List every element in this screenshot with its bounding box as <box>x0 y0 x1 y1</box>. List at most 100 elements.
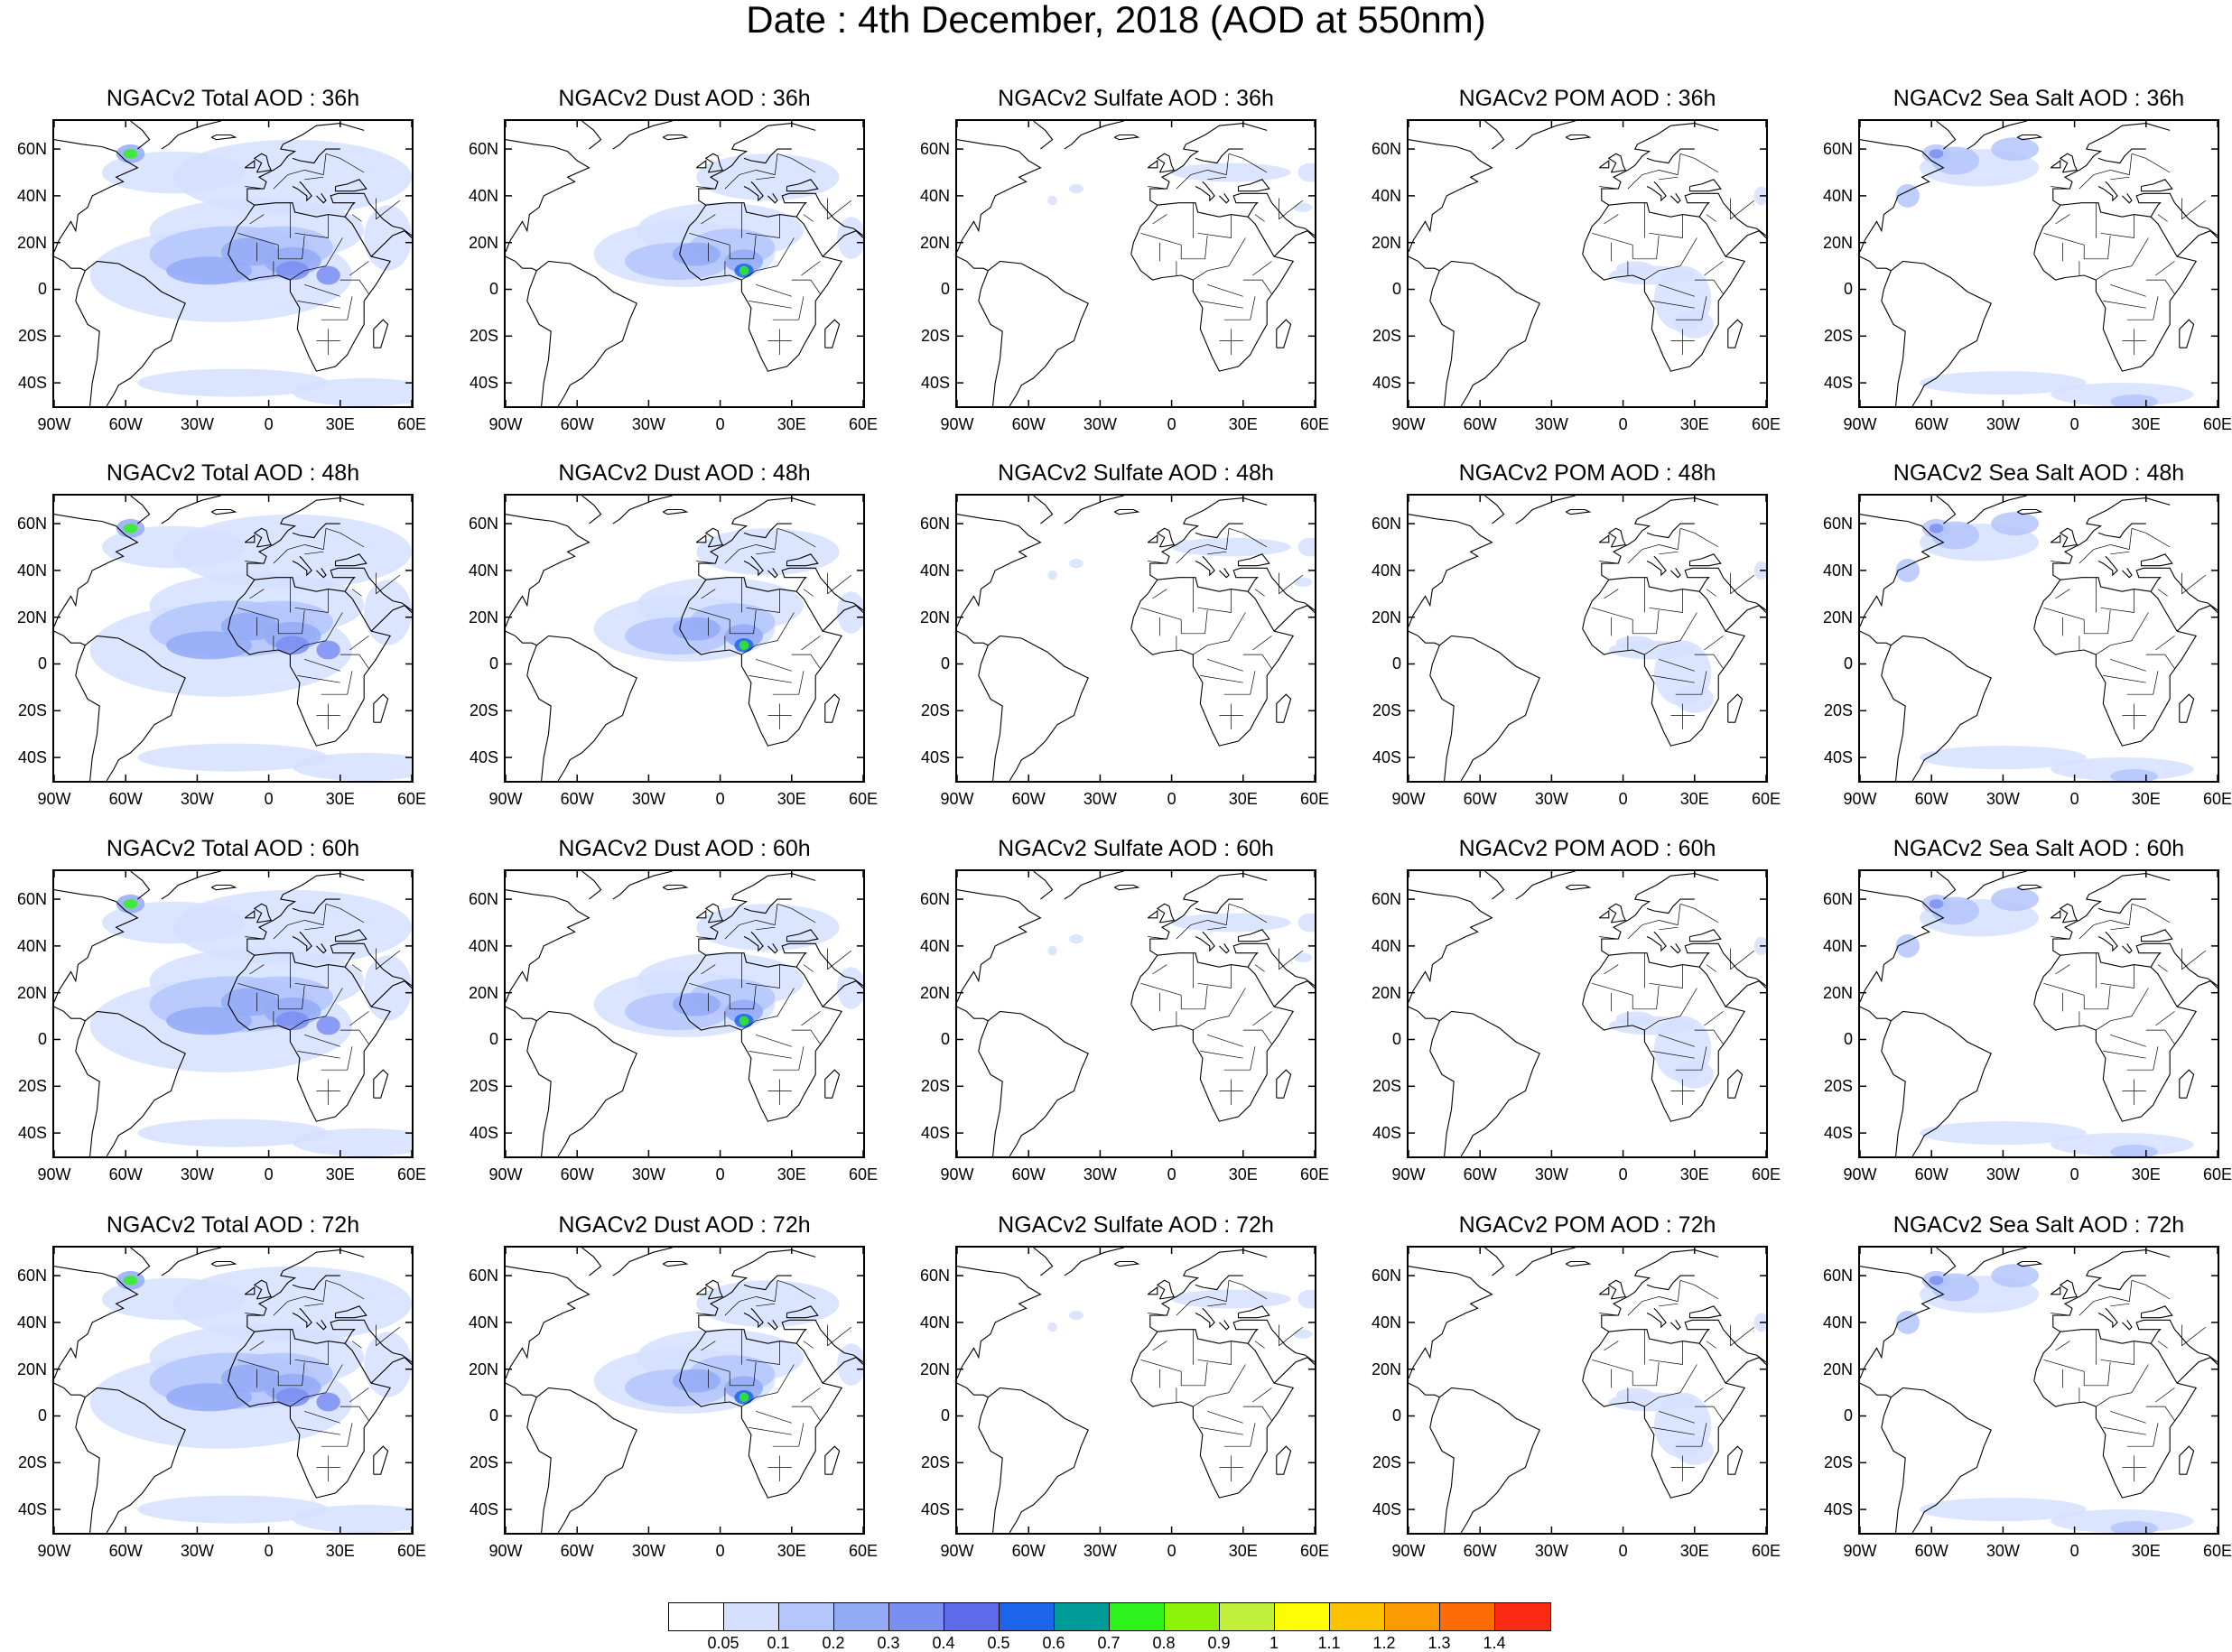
lat-tick-label: 40N <box>468 936 498 955</box>
coastline <box>75 270 100 406</box>
country-border <box>290 1020 305 1031</box>
lon-tick-label: 0 <box>1618 790 1628 808</box>
lon-tick-label: 60W <box>560 1165 594 1183</box>
lon-tick-label: 90W <box>488 1165 523 1183</box>
country-border <box>2128 904 2133 925</box>
country-border <box>2110 551 2130 555</box>
coastline <box>1646 1307 1667 1329</box>
country-border <box>1200 675 1243 683</box>
coastline <box>1409 1382 1440 1398</box>
country-border <box>1659 1410 1695 1424</box>
country-border <box>1190 1296 1208 1302</box>
aod-plume <box>293 1505 412 1533</box>
coastline <box>334 179 367 192</box>
lat-tick-label: 0 <box>1391 1030 1401 1049</box>
coastline <box>1936 121 1957 150</box>
country-border <box>2131 1364 2149 1393</box>
coastline <box>330 567 412 611</box>
lat-tick-label: 40S <box>17 1124 47 1143</box>
coastline <box>822 230 863 257</box>
aod-plume <box>293 378 412 406</box>
lon-tick-label: 90W <box>1843 1165 1877 1183</box>
country-border <box>1204 985 1208 1009</box>
lon-tick-label: 60E <box>2202 415 2232 433</box>
lat-tick-label: 40S <box>17 374 47 393</box>
country-border <box>1204 609 1208 634</box>
lon-tick-label: 30E <box>325 1542 355 1560</box>
lon-tick-label: 90W <box>1391 1542 1426 1560</box>
coastline <box>1890 1387 1992 1533</box>
lon-tick-label: 30W <box>631 790 665 808</box>
country-border <box>2153 296 2159 320</box>
coastline <box>2059 153 2079 173</box>
country-border <box>1207 920 1227 925</box>
panel-title: NGACv2 Dust AOD : 60h <box>558 836 811 861</box>
lon-tick-label: 0 <box>715 790 725 808</box>
map-panel <box>504 494 865 783</box>
lat-tick-label: 40S <box>920 748 950 767</box>
country-border <box>2145 158 2171 173</box>
coastline <box>612 121 673 150</box>
country-border <box>1649 607 1683 613</box>
country-border <box>1659 283 1695 297</box>
country-border <box>689 232 730 246</box>
lon-tick-label: 60E <box>1751 1165 1781 1183</box>
aod-plume <box>1615 636 1654 650</box>
coastline <box>1409 1006 1440 1022</box>
coastline <box>978 1020 1003 1156</box>
country-border <box>358 1029 369 1044</box>
country-border <box>2155 1387 2175 1403</box>
aod-plume <box>724 624 764 648</box>
country-border <box>2131 988 2149 1016</box>
country-border <box>304 1392 327 1398</box>
coastline <box>2122 567 2133 579</box>
country-border <box>2153 671 2159 695</box>
country-border <box>746 1359 780 1365</box>
coastline <box>1967 121 2027 150</box>
coastline <box>1881 645 1906 781</box>
country-border <box>349 1387 369 1403</box>
country-border <box>1659 640 1681 646</box>
panel-title: NGACv2 Sea Salt AOD : 72h <box>1893 1212 2185 1238</box>
country-border <box>1651 1051 1695 1059</box>
coastline <box>2033 202 2198 372</box>
country-border <box>756 1392 778 1398</box>
country-border <box>1659 1392 1681 1398</box>
coastline <box>1890 635 1992 781</box>
lat-tick-label: 20N <box>1822 1360 1853 1378</box>
coastline <box>786 553 819 567</box>
country-border <box>1592 1359 1633 1372</box>
aod-plume <box>724 999 764 1024</box>
coastline <box>822 1357 863 1384</box>
coastline <box>1273 605 1315 632</box>
lat-tick-label: 40S <box>469 1124 498 1143</box>
country-border <box>1679 612 1697 641</box>
coastline <box>54 1006 86 1022</box>
coastline <box>1515 496 1576 524</box>
aod-plume <box>696 1280 840 1328</box>
lat-tick-label: 40N <box>919 561 950 580</box>
country-border <box>777 988 795 1016</box>
coastline <box>1860 1266 1945 1379</box>
country-border <box>1200 1427 1243 1435</box>
country-border <box>1190 544 1208 550</box>
aod-map <box>957 871 1315 1156</box>
aod-plume <box>1991 137 2039 162</box>
lat-tick-label: 20N <box>468 983 498 1002</box>
coastline <box>1607 903 1627 923</box>
colorbar-swatch <box>889 1603 944 1630</box>
country-border <box>304 283 340 297</box>
colorbar-swatch <box>1055 1603 1110 1630</box>
country-border <box>756 176 776 181</box>
aod-plume <box>101 525 246 569</box>
coastline <box>662 884 689 891</box>
country-border <box>302 609 305 634</box>
aod-plume <box>2051 383 2194 406</box>
country-border <box>2096 1397 2111 1407</box>
country-border <box>2051 936 2070 940</box>
coastline <box>330 192 412 237</box>
country-border <box>749 1427 792 1435</box>
lon-tick-label: 30W <box>631 415 665 433</box>
lon-tick-label: 30W <box>180 1165 214 1183</box>
aod-plume <box>1920 1498 2087 1522</box>
